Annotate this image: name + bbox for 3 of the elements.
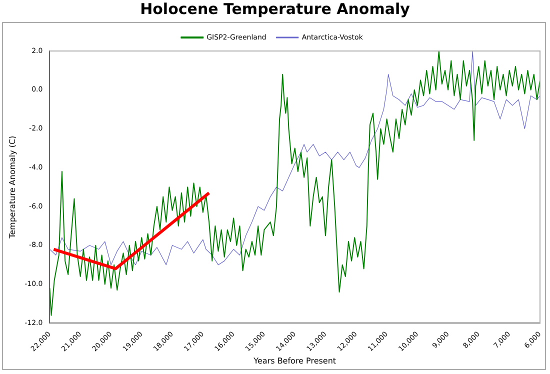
y-axis-title: Temperature Anomaly (C) [8,136,17,240]
chart-title: Holocene Temperature Anomaly [139,0,411,18]
x-axis-title: Years Before Present [252,356,336,366]
